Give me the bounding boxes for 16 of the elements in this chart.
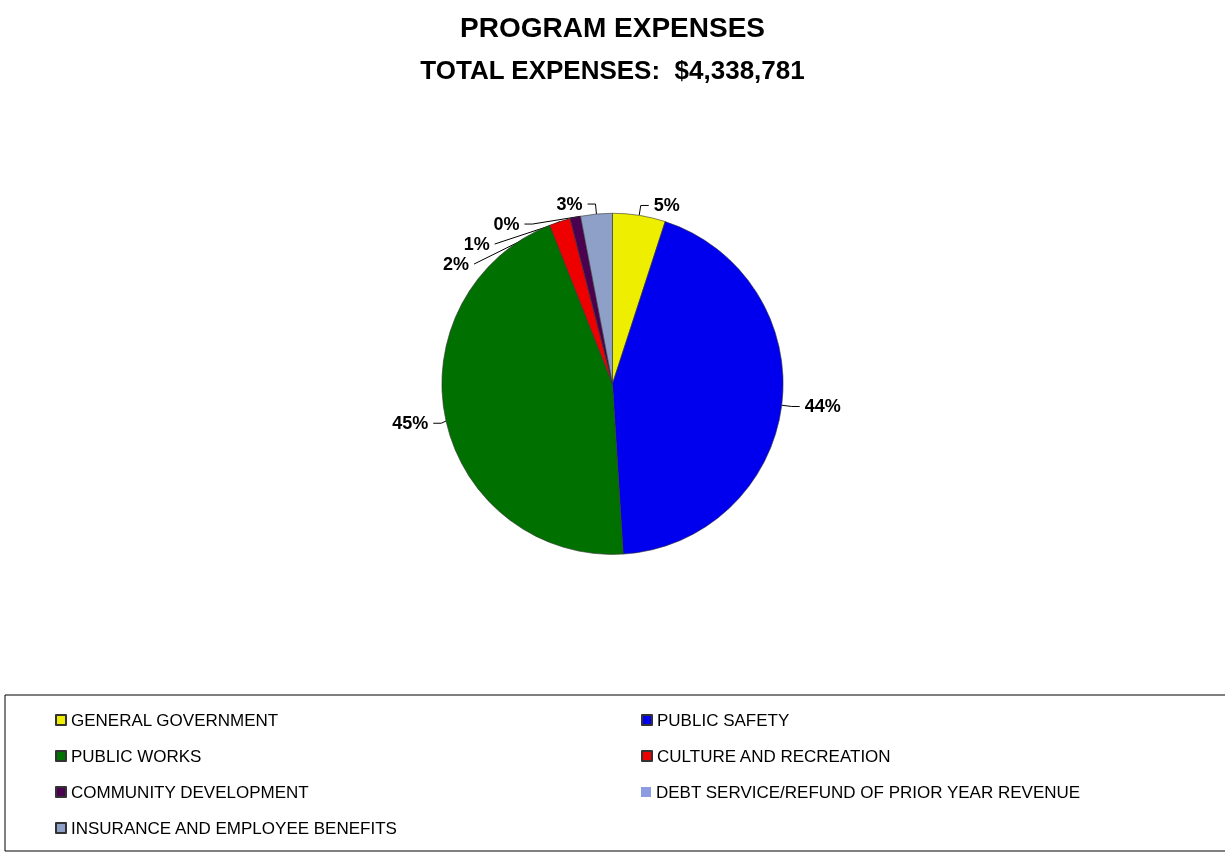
legend-label: CULTURE AND RECREATION [657, 746, 891, 766]
chart-title: PROGRAM EXPENSES [460, 11, 765, 43]
data-label: 5% [653, 195, 680, 216]
legend-label: PUBLIC WORKS [71, 746, 202, 766]
data-label: 2% [443, 254, 470, 275]
legend-label: COMMUNITY DEVELOPMENT [71, 782, 309, 802]
legend-label: GENERAL GOVERNMENT [71, 710, 279, 730]
legend-label: INSURANCE AND EMPLOYEE BENEFITS [71, 818, 397, 838]
data-label: 3% [556, 194, 583, 215]
data-label: 1% [463, 234, 490, 255]
legend-label: PUBLIC SAFETY [657, 710, 790, 730]
data-label: 44% [804, 396, 841, 417]
chart-subtitle: TOTAL EXPENSES: $4,338,781 [420, 55, 805, 85]
text: 0% [493, 214, 520, 235]
legend-label: DEBT SERVICE/REFUND OF PRIOR YEAR REVENUE [656, 782, 1081, 802]
data-label: 45% [392, 413, 429, 434]
